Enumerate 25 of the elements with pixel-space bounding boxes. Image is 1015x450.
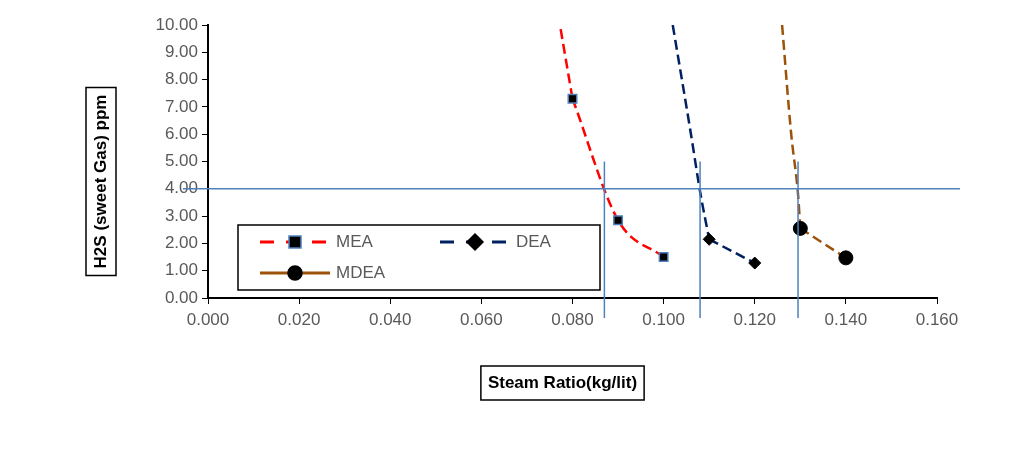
y-tick-label: 8.00: [164, 69, 198, 89]
x-axis-title: Steam Ratio(kg/lit): [487, 372, 638, 392]
x-tick-label: 0.020: [277, 309, 321, 329]
y-tick-label: 0.00: [164, 287, 198, 307]
x-tick-label: 0.060: [460, 309, 503, 329]
y-tick-label: 7.00: [164, 96, 198, 116]
x-tick-label: 0.080: [551, 309, 594, 329]
x-tick-label: 0.120: [733, 309, 777, 329]
y-tick-label: 9.00: [164, 41, 198, 61]
y-tick-label: 2.00: [164, 233, 198, 253]
legend-label: MDEA: [336, 262, 386, 282]
y-axis-title: H2S (sweet Gas) ppm: [90, 94, 110, 269]
y-tick-label: 5.00: [164, 151, 198, 171]
x-tick-label: 0.140: [824, 309, 868, 329]
y-tick-label: 1.00: [164, 260, 198, 280]
y-tick-label: 6.00: [164, 123, 198, 143]
x-tick-label: 0.160: [915, 309, 959, 329]
x-tick-label: 0.000: [186, 309, 230, 329]
legend-label: DEA: [516, 231, 552, 251]
y-tick-label: 10.00: [155, 14, 198, 34]
y-tick-label: 4.00: [164, 178, 198, 198]
legend-label: MEA: [336, 231, 374, 251]
x-tick-label: 0.040: [368, 309, 412, 329]
y-tick-label: 3.00: [164, 205, 198, 225]
x-tick-label: 0.100: [642, 309, 685, 329]
